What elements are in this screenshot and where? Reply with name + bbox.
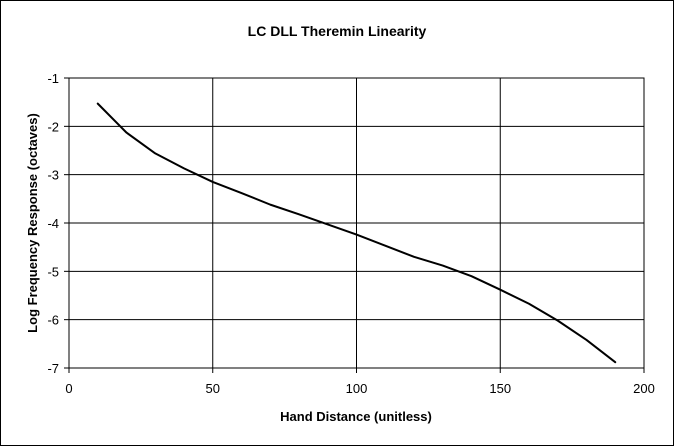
series-line (96, 102, 617, 364)
x-tick-label: 200 (633, 381, 655, 396)
y-axis-label: Log Frequency Response (octaves) (25, 113, 40, 333)
x-tick-label: 100 (346, 381, 368, 396)
x-tick-label: 50 (206, 381, 220, 396)
y-tick-label: -4 (47, 216, 59, 231)
grid-layer (69, 78, 644, 368)
y-tick-label: -1 (47, 71, 59, 86)
y-tick-label: -6 (47, 313, 59, 328)
y-tick-label: -2 (47, 119, 59, 134)
y-tick-label: -7 (47, 361, 59, 376)
y-tick-label: -5 (47, 264, 59, 279)
chart-title: LC DLL Theremin Linearity (248, 23, 427, 39)
x-tick-label: 0 (65, 381, 72, 396)
y-tick-label: -3 (47, 168, 59, 183)
x-axis-label: Hand Distance (unitless) (280, 409, 432, 424)
tick-layer: 0 50 100 150 200 -1 -2 -3 -4 -5 -6 -7 (47, 71, 654, 396)
x-tick-label: 150 (489, 381, 511, 396)
series-layer (96, 102, 617, 364)
